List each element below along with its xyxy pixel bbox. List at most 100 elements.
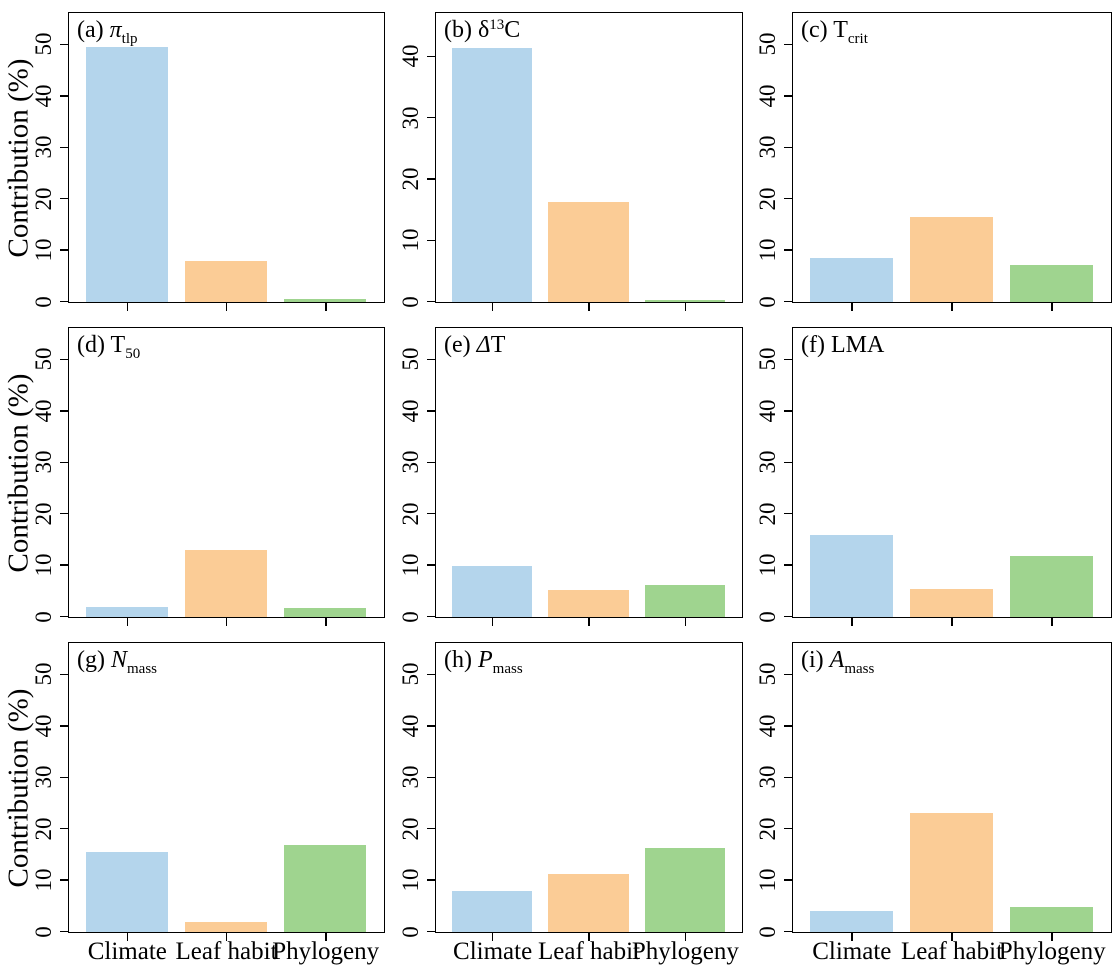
panel-i-plot-area: (i) Amass xyxy=(792,642,1112,933)
y-axis-tick-label: 0 xyxy=(397,610,423,623)
x-axis-tick xyxy=(491,303,494,311)
panel-b-title: (b) δ13C xyxy=(444,15,520,45)
y-axis-tick xyxy=(427,178,435,180)
y-axis-tick xyxy=(60,930,68,933)
bar-climate xyxy=(452,890,533,932)
bar-leaf_habit xyxy=(548,874,629,932)
panel-h-title-part: P xyxy=(477,647,493,673)
y-axis-tick xyxy=(60,776,68,778)
y-axis-tick-label: 20 xyxy=(397,502,423,526)
panel-a-title-part: π xyxy=(109,17,122,43)
bar-climate xyxy=(452,565,533,617)
y-axis-tick xyxy=(784,564,792,566)
y-axis-tick xyxy=(784,512,792,515)
y-axis-tick xyxy=(784,43,792,46)
y-axis-tick-label: 10 xyxy=(397,553,423,577)
y-axis-tick xyxy=(427,410,435,412)
x-axis-tick xyxy=(684,618,687,626)
x-axis-tick xyxy=(588,933,590,941)
bar-phylogeny xyxy=(644,848,725,932)
y-axis-tick-label: 0 xyxy=(397,925,423,938)
x-axis-tick xyxy=(951,303,953,311)
panel-a-title-part: tlp xyxy=(121,31,138,47)
y-axis-tick xyxy=(784,146,792,148)
x-axis-tick xyxy=(225,303,228,311)
y-axis-tick-label: 30 xyxy=(754,135,780,159)
panel-b-title-part: (b) δ xyxy=(444,17,490,43)
x-axis-tick xyxy=(1051,618,1053,626)
y-axis-tick xyxy=(60,43,68,46)
bar-climate xyxy=(452,47,533,302)
panel-h-title-part: (h) xyxy=(444,647,478,673)
y-axis-tick xyxy=(784,725,792,727)
panel-i-title-part: mass xyxy=(844,661,875,677)
bar-phylogeny xyxy=(283,845,367,932)
panel-f-title-part: (f) LMA xyxy=(801,332,885,358)
panel-d-title-part: 50 xyxy=(125,346,141,362)
y-axis-tick-label: 30 xyxy=(397,106,423,130)
x-axis-tick xyxy=(1051,303,1053,311)
bar-leaf_habit xyxy=(184,550,268,617)
y-axis-tick xyxy=(427,116,435,119)
y-axis-tick xyxy=(60,879,68,881)
x-axis-tick xyxy=(951,618,953,626)
bar-leaf_habit xyxy=(909,588,994,617)
y-axis-tick xyxy=(427,512,435,515)
y-axis-tick xyxy=(784,827,792,830)
y-axis-tick xyxy=(427,673,435,676)
y-axis-tick-label: 40 xyxy=(754,84,780,108)
y-axis-tick xyxy=(427,879,435,881)
y-axis-title: Contribution (%) xyxy=(1,373,34,572)
y-axis-tick xyxy=(784,461,792,463)
y-axis-tick xyxy=(427,300,435,303)
panel-c-title-part: (c) T xyxy=(801,17,848,43)
y-axis-tick xyxy=(60,300,68,303)
panel-g-title-part: mass xyxy=(127,661,157,677)
x-axis-label-climate: Climate xyxy=(87,938,167,965)
y-axis-tick-label: 0 xyxy=(754,610,780,623)
y-axis-tick xyxy=(427,615,435,618)
y-axis-tick xyxy=(784,358,792,361)
panel-g-plot-area: (g) Nmass xyxy=(68,642,385,933)
y-axis-tick xyxy=(60,725,68,727)
panel-e-title-part: T xyxy=(490,332,506,358)
y-axis-tick xyxy=(60,95,68,97)
y-axis-tick xyxy=(427,776,435,778)
x-axis-tick xyxy=(851,618,853,626)
y-axis-tick-label: 10 xyxy=(754,553,780,577)
panel-a-plot-area: (a) πtlp xyxy=(68,12,385,303)
y-axis-tick xyxy=(60,358,68,361)
x-axis-tick xyxy=(851,303,853,311)
y-axis-tick-label: 40 xyxy=(397,44,423,68)
panel-a-title: (a) πtlp xyxy=(77,15,138,49)
y-axis-tick xyxy=(60,673,68,676)
y-axis-tick-label: 40 xyxy=(397,399,423,423)
panel-b-plot-area: (b) δ13C xyxy=(435,12,743,303)
panel-c-plot-area: (c) Tcrit xyxy=(792,12,1112,303)
panel-h-title-part: mass xyxy=(492,661,523,677)
x-axis-tick xyxy=(951,933,953,941)
y-axis-tick-label: 40 xyxy=(754,399,780,423)
y-axis-tick xyxy=(60,249,68,251)
panel-e-plot-area: (e) ΔT xyxy=(435,327,743,618)
bar-phylogeny xyxy=(1010,907,1094,932)
y-axis-tick-label: 30 xyxy=(397,450,423,474)
y-axis-tick-label: 50 xyxy=(397,347,423,371)
x-axis-tick xyxy=(851,933,853,941)
x-axis-tick xyxy=(126,933,128,941)
y-axis-tick-label: 50 xyxy=(397,662,423,686)
x-axis-label-phylogeny: Phylogeny xyxy=(631,938,739,965)
x-axis-tick xyxy=(684,303,687,311)
y-axis-tick-label: 20 xyxy=(397,167,423,191)
y-axis-tick xyxy=(427,55,435,58)
panel-e-title: (e) ΔT xyxy=(444,330,505,360)
bar-phylogeny xyxy=(283,298,367,302)
y-axis-tick xyxy=(60,615,68,618)
y-axis-tick xyxy=(427,564,435,566)
x-axis-tick xyxy=(684,933,687,941)
y-axis-tick xyxy=(784,930,792,933)
x-axis-tick xyxy=(491,933,494,941)
x-axis-label-climate: Climate xyxy=(812,938,892,965)
bar-climate xyxy=(85,606,169,617)
